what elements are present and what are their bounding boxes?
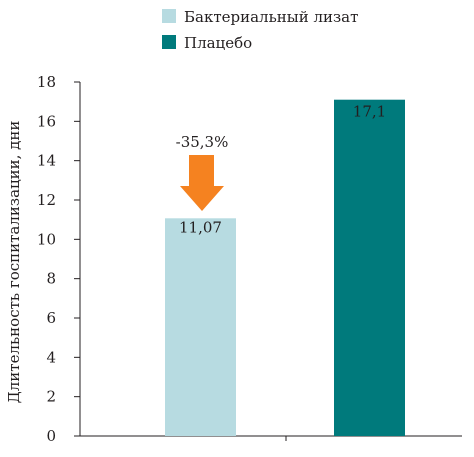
bar-value-label: 17,1 — [353, 103, 386, 121]
bar — [165, 218, 236, 436]
bar — [334, 99, 405, 436]
reduction-label: -35,3% — [176, 133, 229, 151]
y-tick-label: 12 — [37, 191, 56, 209]
reduction-annotation: -35,3% — [176, 133, 229, 211]
y-tick-label: 4 — [46, 348, 56, 366]
y-axis-title: Длительность госпитализации, дни — [5, 121, 23, 404]
bar-value-label: 11,07 — [179, 218, 222, 236]
legend-label-lysate: Бактериальный лизат — [184, 8, 358, 26]
y-ticks: 0 2 4 6 8 10 12 14 16 18 — [37, 73, 80, 445]
y-tick-label: 2 — [46, 388, 56, 406]
y-tick-label: 18 — [37, 73, 56, 91]
y-tick-label: 14 — [37, 152, 56, 170]
y-tick-label: 6 — [46, 309, 56, 327]
y-tick-label: 16 — [37, 112, 56, 130]
y-tick-label: 0 — [46, 427, 56, 445]
y-tick-label: 10 — [37, 230, 56, 248]
legend-swatch-lysate — [162, 9, 176, 23]
bars: 11,07 17,1 — [165, 99, 405, 436]
legend-label-placebo: Плацебо — [184, 34, 252, 52]
y-tick-label: 8 — [46, 270, 56, 288]
legend-swatch-placebo — [162, 35, 176, 49]
down-arrow-icon — [180, 155, 224, 211]
legend: Бактериальный лизат Плацебо — [162, 8, 358, 52]
